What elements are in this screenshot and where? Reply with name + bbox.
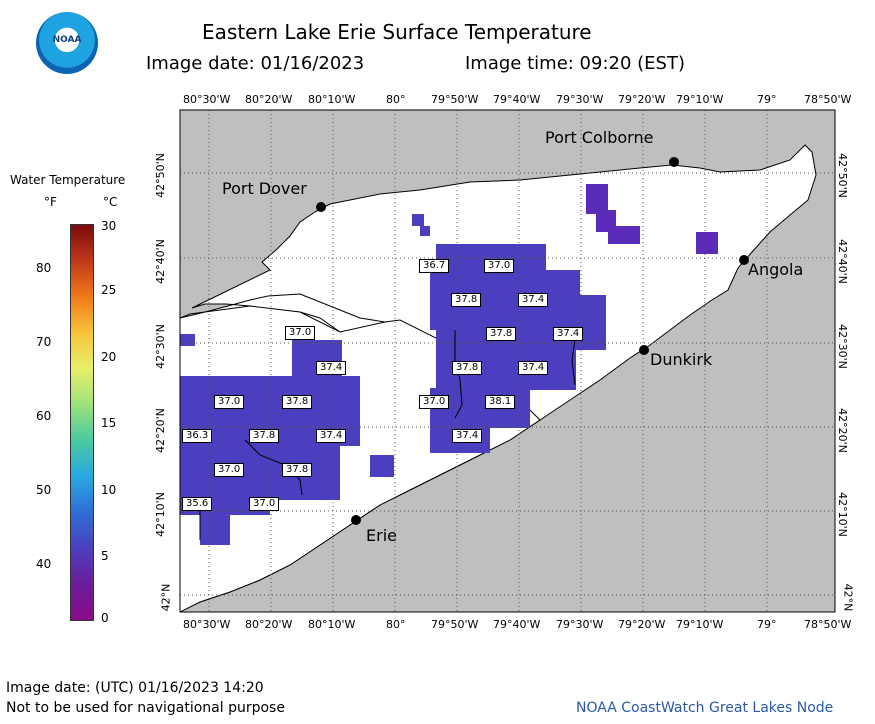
city-label: Erie <box>366 526 397 545</box>
city-marker-dunkirk <box>639 345 649 355</box>
temperature-value-label: 36.7 <box>419 259 450 273</box>
temp-cell <box>696 232 718 254</box>
temp-cell <box>180 334 195 346</box>
temperature-value-label: 37.0 <box>419 395 450 409</box>
legend-c-tick: 5 <box>101 549 109 563</box>
legend-unit-c: °C <box>103 195 118 209</box>
lon-label-top: 79° <box>757 93 777 106</box>
map-frame <box>179 109 836 613</box>
city-label: Angola <box>748 260 804 279</box>
noaa-logo-text: NOAA <box>52 35 82 45</box>
temperature-value-label: 37.4 <box>316 361 347 375</box>
lon-label-top: 79°40'W <box>493 93 541 106</box>
temperature-value-label: 37.4 <box>316 429 347 443</box>
legend-f-tick: 50 <box>36 483 52 497</box>
lon-label-bottom: 79°20'W <box>618 618 666 631</box>
image-time: Image time: 09:20 (EST) <box>465 53 685 74</box>
lon-label-top: 80° <box>386 93 406 106</box>
page-title: Eastern Lake Erie Surface Temperature <box>202 20 592 44</box>
temperature-value-label: 37.0 <box>285 326 316 340</box>
temperature-value-label: 37.8 <box>249 429 280 443</box>
lon-label-bottom: 80°30'W <box>183 618 231 631</box>
temperature-value-label: 37.8 <box>486 327 517 341</box>
city-label: Port Colborne <box>545 128 654 147</box>
temperature-value-label: 37.4 <box>518 293 549 307</box>
noaa-logo: NOAA <box>36 12 98 74</box>
lon-label-bottom: 80°10'W <box>308 618 356 631</box>
legend-unit-f: °F <box>44 195 57 209</box>
legend-c-tick: 0 <box>101 611 109 625</box>
utc-date: Image date: (UTC) 01/16/2023 14:20 <box>6 680 264 696</box>
lon-label-top: 79°10'W <box>676 93 724 106</box>
legend-colorbar <box>70 224 94 621</box>
lon-label-bottom: 79°40'W <box>493 618 541 631</box>
city-marker-port-colborne <box>669 157 679 167</box>
temperature-value-label: 37.0 <box>249 497 280 511</box>
lon-label-top: 80°30'W <box>183 93 231 106</box>
lon-label-bottom: 79°50'W <box>431 618 479 631</box>
legend-f-tick: 80 <box>36 261 52 275</box>
city-marker-port-dover <box>316 202 326 212</box>
temperature-value-label: 37.8 <box>282 463 313 477</box>
temp-cell <box>200 515 230 545</box>
legend-c-tick: 30 <box>101 219 117 233</box>
lon-label-top: 80°10'W <box>308 93 356 106</box>
lon-label-bottom: 79° <box>757 618 777 631</box>
legend-c-tick: 20 <box>101 350 117 364</box>
temperature-field-dark <box>586 184 718 254</box>
temp-cell <box>412 214 424 226</box>
city-marker-erie <box>351 515 361 525</box>
temp-cell <box>608 226 640 244</box>
temperature-value-label: 36.3 <box>182 429 213 443</box>
legend-c-tick: 25 <box>101 283 117 297</box>
city-label: Dunkirk <box>650 350 713 369</box>
legend-f-tick: 70 <box>36 335 52 349</box>
temperature-value-label: 35.6 <box>182 497 213 511</box>
lon-label-bottom: 80°20'W <box>245 618 293 631</box>
lon-label-bottom: 80° <box>386 618 406 631</box>
temperature-value-label: 37.8 <box>282 395 313 409</box>
lon-label-bottom: 78°50'W <box>804 618 852 631</box>
temperature-value-label: 37.4 <box>452 429 483 443</box>
temperature-value-label: 38.1 <box>485 395 516 409</box>
temperature-value-label: 37.8 <box>452 361 483 375</box>
lon-label-top: 80°20'W <box>245 93 293 106</box>
temp-cell <box>180 440 340 500</box>
temperature-value-label: 37.4 <box>553 327 584 341</box>
image-date: Image date: 01/16/2023 <box>146 53 365 74</box>
temp-cell <box>586 184 608 214</box>
legend-c-tick: 10 <box>101 483 117 497</box>
city-label: Port Dover <box>222 179 307 198</box>
temperature-value-label: 37.0 <box>484 259 515 273</box>
city-marker-angola <box>739 255 749 265</box>
temperature-value-label: 37.0 <box>214 463 245 477</box>
disclaimer: Not to be used for navigational purpose <box>6 700 285 716</box>
temp-cell <box>370 455 394 477</box>
legend-f-tick: 40 <box>36 557 52 571</box>
temperature-value-label: 37.0 <box>214 395 245 409</box>
lon-label-top: 79°30'W <box>556 93 604 106</box>
legend-title: Water Temperature <box>10 173 126 187</box>
lon-label-top: 78°50'W <box>804 93 852 106</box>
lon-label-bottom: 79°30'W <box>556 618 604 631</box>
temperature-value-label: 37.4 <box>518 361 549 375</box>
lon-label-bottom: 79°10'W <box>676 618 724 631</box>
credit: NOAA CoastWatch Great Lakes Node <box>576 700 834 716</box>
legend-c-tick: 15 <box>101 416 117 430</box>
lon-label-top: 79°50'W <box>431 93 479 106</box>
lon-label-top: 79°20'W <box>618 93 666 106</box>
temp-cell <box>420 226 430 236</box>
temperature-value-label: 37.8 <box>451 293 482 307</box>
legend-f-tick: 60 <box>36 409 52 423</box>
